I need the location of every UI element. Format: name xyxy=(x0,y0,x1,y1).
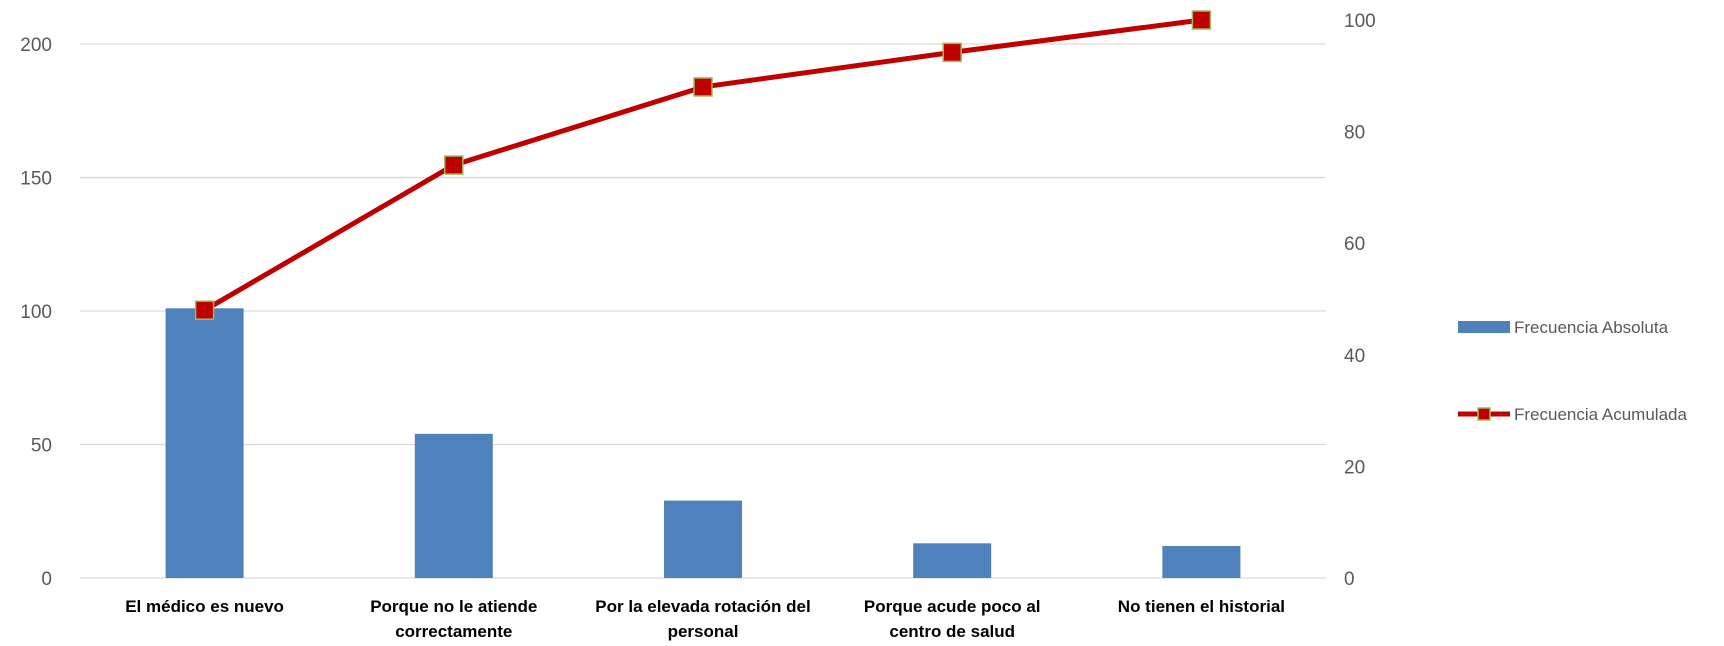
category-label-line: Por la elevada rotación del xyxy=(595,597,810,616)
right-tick-label: 20 xyxy=(1344,457,1365,478)
legend: Frecuencia Absoluta Frecuencia Acumulada xyxy=(1458,318,1687,424)
left-tick-label: 0 xyxy=(41,569,52,590)
category-label: El médico es nuevo xyxy=(125,597,284,616)
bar xyxy=(913,543,992,578)
bar xyxy=(165,308,244,578)
legend-line-label: Frecuencia Acumulada xyxy=(1514,405,1687,424)
right-tick-label: 100 xyxy=(1344,11,1376,32)
bar xyxy=(664,500,742,578)
category-label-line: Porque acude poco al xyxy=(864,597,1041,616)
legend-marker-swatch xyxy=(1477,407,1491,421)
left-tick-label: 100 xyxy=(20,302,52,323)
line-series xyxy=(194,10,1212,320)
right-tick-label: 0 xyxy=(1344,569,1355,590)
gridlines xyxy=(80,43,1326,579)
right-tick-label: 60 xyxy=(1344,234,1365,255)
category-label: Por la elevada rotación del personal xyxy=(595,597,810,641)
legend-bar-swatch xyxy=(1458,321,1510,333)
category-label-line: No tienen el historial xyxy=(1118,597,1285,616)
category-label-line: El médico es nuevo xyxy=(125,597,284,616)
line-marker xyxy=(942,42,962,63)
line-marker xyxy=(693,77,713,97)
legend-item-bar: Frecuencia Absoluta xyxy=(1458,318,1669,337)
left-axis: 0 50 100 150 200 xyxy=(20,35,52,590)
right-tick-label: 80 xyxy=(1344,123,1365,144)
cumulative-line xyxy=(203,17,1202,313)
legend-bar-label: Frecuencia Absoluta xyxy=(1514,318,1669,337)
category-label-line: Porque no le atiende xyxy=(370,597,537,616)
right-tick-label: 40 xyxy=(1344,346,1365,367)
category-axis: El médico es nuevo Porque no le atiende co… xyxy=(125,597,1285,641)
category-label-line: centro de salud xyxy=(889,622,1015,641)
legend-item-line: Frecuencia Acumulada xyxy=(1458,405,1687,424)
bar xyxy=(414,433,493,578)
right-axis: 0 20 40 60 80 100 xyxy=(1344,11,1376,590)
line-marker xyxy=(1191,10,1212,30)
category-label-line: personal xyxy=(668,622,739,641)
line-marker xyxy=(444,155,464,175)
line-marker xyxy=(194,300,215,320)
category-label-line: correctamente xyxy=(395,622,512,641)
left-tick-label: 50 xyxy=(31,436,52,457)
category-label: No tienen el historial xyxy=(1118,597,1285,616)
bar xyxy=(1162,545,1241,578)
category-label: Porque acude poco al centro de salud xyxy=(864,597,1041,641)
left-tick-label: 150 xyxy=(20,169,52,190)
left-tick-label: 200 xyxy=(20,35,52,56)
category-label: Porque no le atiende correctamente xyxy=(370,597,537,641)
bar-series xyxy=(165,308,1241,578)
